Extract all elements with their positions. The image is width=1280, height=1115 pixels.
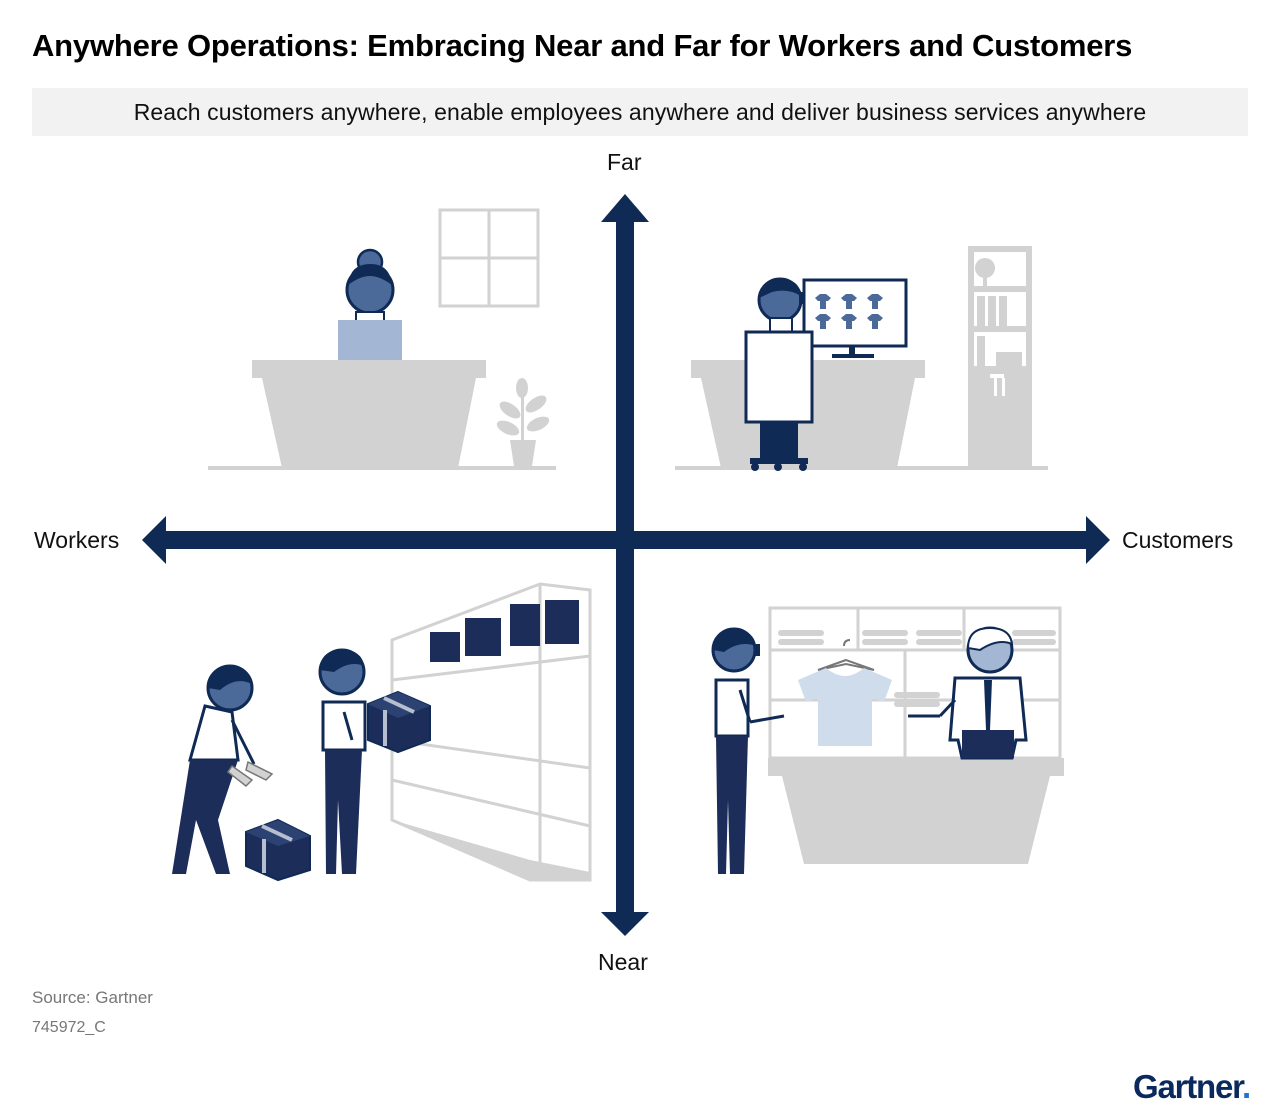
arrow-left-icon	[142, 516, 166, 564]
arrow-down-icon	[601, 912, 649, 936]
carrying-worker-avatar	[318, 648, 431, 874]
laptop-icon	[338, 320, 402, 360]
bending-worker-avatar	[172, 664, 274, 874]
illustration-clothing-store	[711, 606, 1064, 874]
shelf-boxes	[430, 600, 579, 662]
monitor-icon	[802, 278, 908, 358]
desk-icon	[208, 360, 556, 470]
subtitle-banner: Reach customers anywhere, enable employe…	[32, 88, 1248, 136]
brand-dot: .	[1242, 1068, 1251, 1105]
gartner-logo: Gartner.	[1133, 1068, 1251, 1106]
vertical-axis-line	[616, 222, 634, 912]
subtitle-text: Reach customers anywhere, enable employe…	[133, 98, 1147, 125]
arrow-up-icon	[601, 194, 649, 222]
window-icon	[438, 208, 540, 308]
arrow-right-icon	[1086, 516, 1110, 564]
source-note: Source: Gartner	[32, 988, 153, 1007]
customer-avatar	[711, 627, 785, 874]
illustration-remote-worker	[208, 208, 556, 470]
axis-label-far: Far	[607, 149, 642, 175]
folded-clothes	[778, 630, 1056, 707]
plant-icon	[496, 378, 550, 466]
figure-code: 745972_C	[32, 1019, 106, 1036]
axis-label-workers: Workers	[34, 527, 120, 553]
box-icon	[245, 818, 311, 882]
brand-name: Gartner	[1133, 1068, 1243, 1105]
bookshelf-icon	[968, 246, 1032, 466]
axis-label-near: Near	[598, 949, 648, 975]
horizontal-axis-line	[165, 531, 1088, 549]
shop-assistant-avatar	[908, 626, 1028, 760]
t-shirt-icon	[798, 639, 892, 746]
worker-avatar	[345, 248, 395, 323]
axes	[142, 194, 1110, 936]
shopper-avatar	[744, 277, 814, 471]
store-counter	[768, 758, 1064, 864]
axis-label-customers: Customers	[1122, 527, 1234, 553]
illustration-online-shopper	[675, 246, 1048, 471]
illustration-warehouse	[172, 582, 592, 882]
page-title: Anywhere Operations: Embracing Near and …	[32, 28, 1133, 63]
